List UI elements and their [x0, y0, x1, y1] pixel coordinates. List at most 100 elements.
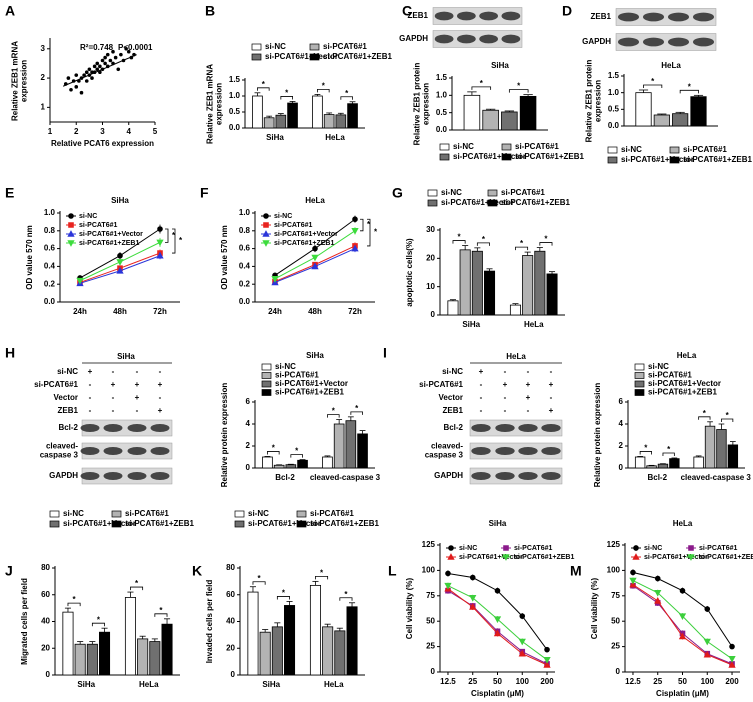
condition-mark: - — [480, 406, 483, 415]
point-marker — [263, 213, 269, 219]
legend-label: si-NC — [274, 213, 292, 220]
blot-band — [518, 472, 538, 480]
blot-strip — [615, 8, 717, 26]
legend-swatch — [296, 510, 307, 518]
condition-mark: - — [89, 393, 92, 402]
point-marker — [687, 554, 695, 561]
point-marker — [678, 613, 687, 620]
panel-letter: G — [392, 185, 403, 201]
panel-letter: F — [200, 185, 209, 201]
y-tick-label: 20 — [41, 643, 50, 652]
scatter-point — [95, 61, 100, 66]
blot-band — [479, 34, 498, 44]
y-tick-label: 4 — [246, 419, 251, 428]
bar — [149, 641, 161, 676]
scatter-point — [113, 55, 118, 60]
y-tick-label: 1.5 — [608, 71, 620, 80]
bar — [345, 420, 357, 469]
bar — [284, 605, 296, 676]
scatter-point — [100, 58, 105, 63]
series-line — [447, 590, 548, 665]
point-marker — [703, 638, 711, 646]
condition-mark: - — [112, 393, 115, 402]
bar — [501, 111, 518, 131]
x-tick-label: 200 — [540, 677, 554, 686]
significance-label: * — [73, 595, 77, 604]
panel-letter: K — [192, 563, 202, 579]
significance-bracket — [698, 416, 711, 420]
x-tick-label: Bcl-2 — [275, 473, 295, 482]
legend-swatch — [309, 53, 320, 61]
bar — [534, 250, 546, 316]
y-tick-label: 30 — [426, 225, 435, 234]
point-marker — [494, 587, 501, 594]
x-tick-label: 1 — [48, 127, 53, 136]
legend-label: si-PCAT6#1 — [275, 371, 319, 380]
y-axis-label: apoptotic cells(%) — [405, 238, 414, 307]
condition-mark: - — [112, 406, 115, 415]
y-tick-label: 1.0 — [44, 208, 56, 217]
point-marker — [68, 222, 74, 228]
condition-mark: + — [88, 367, 93, 376]
y-tick-label: 0.2 — [44, 279, 56, 288]
y-tick-label: 100 — [422, 566, 436, 575]
significance-bracket — [508, 89, 529, 93]
legend-label: si-NC — [621, 145, 642, 154]
band-label: cleaved- — [46, 442, 78, 451]
condition-mark: + — [111, 380, 116, 389]
condition-mark: + — [526, 380, 531, 389]
x-tick-label: 100 — [701, 677, 715, 686]
legend-swatch — [669, 156, 680, 164]
point-marker — [654, 575, 661, 582]
scatter-point — [82, 73, 86, 77]
y-tick-label: 75 — [611, 591, 620, 600]
y-tick-label: 125 — [607, 540, 621, 549]
band-label: ZEB1 — [408, 11, 429, 20]
y-axis-label: expression — [422, 83, 431, 125]
bar — [247, 591, 259, 676]
significance-bracket — [154, 613, 168, 617]
y-tick-label: 3 — [41, 44, 46, 53]
bar — [323, 114, 335, 129]
band-label: caspase 3 — [40, 451, 79, 460]
bar — [124, 597, 136, 676]
bar — [335, 114, 347, 129]
legend-label: si-NC — [248, 509, 269, 518]
significance-bracket — [91, 622, 105, 627]
point-marker — [67, 230, 75, 237]
condition-mark: + — [526, 393, 531, 402]
significance-label: * — [480, 79, 484, 88]
panel-letter: I — [383, 345, 387, 361]
y-tick-label: 80 — [226, 563, 235, 572]
scatter-point — [105, 52, 110, 57]
blot-band — [541, 472, 561, 480]
legend-label: si-PCAT6#1 — [501, 188, 545, 197]
legend-swatch — [251, 43, 262, 51]
significance-label: * — [344, 590, 348, 599]
blot-band — [103, 424, 123, 432]
blot-band — [501, 11, 521, 21]
scatter-point — [90, 76, 94, 80]
y-axis-label: Relative ZEB1 protein — [413, 63, 422, 146]
legend-swatch — [261, 372, 272, 379]
significance-label: * — [703, 409, 707, 418]
y-tick-label: 0.8 — [239, 226, 251, 235]
panel-letter: E — [5, 185, 14, 201]
scatter-point — [124, 46, 128, 51]
y-tick-label: 1.0 — [436, 90, 448, 99]
point-marker — [630, 569, 636, 576]
band-label: GAPDH — [49, 471, 78, 480]
significance-label: * — [726, 411, 730, 420]
panel-letter: B — [205, 3, 215, 19]
condition-label: si-PCAT6#1 — [34, 380, 78, 389]
significance-bracket — [276, 596, 290, 600]
bar — [273, 464, 285, 469]
legend-swatch — [49, 520, 60, 528]
bar — [653, 114, 670, 127]
point-marker — [703, 650, 711, 658]
point-marker — [116, 267, 124, 274]
legend-label: si-PCAT6#1 — [514, 545, 552, 552]
y-tick-label: 2 — [41, 73, 46, 82]
blot-band — [457, 34, 476, 44]
band-label: Bcl-2 — [58, 423, 78, 432]
